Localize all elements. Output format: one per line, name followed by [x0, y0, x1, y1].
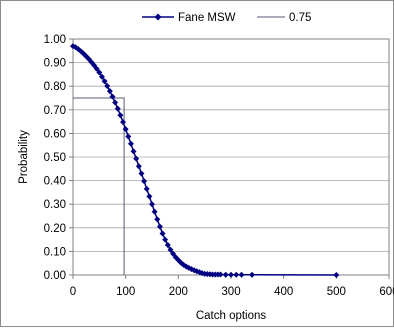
x-axis-title: Catch options	[196, 310, 267, 322]
legend-marker-fane-msw	[154, 13, 162, 21]
x-tick-label: 200	[169, 286, 188, 298]
x-tick-label: 600	[379, 286, 394, 298]
x-tick-label: 100	[116, 286, 135, 298]
data-point	[162, 236, 169, 243]
data-point	[117, 112, 124, 119]
data-point	[143, 185, 150, 192]
data-point	[109, 93, 116, 100]
data-point	[167, 246, 174, 253]
data-point	[120, 119, 127, 126]
data-point	[146, 193, 153, 200]
data-point	[151, 208, 158, 215]
y-tick-label: 0.10	[44, 246, 66, 258]
series-line-fane-msw	[72, 45, 337, 276]
x-tick-label: 400	[274, 286, 293, 298]
y-tick-label: 0.50	[44, 152, 66, 164]
x-tick-label: 300	[221, 286, 240, 298]
y-tick-label: 0.80	[44, 81, 66, 93]
legend: Fane MSW 0.75	[142, 12, 311, 24]
data-point	[249, 271, 256, 278]
gridlines	[69, 38, 390, 279]
legend-label-threshold: 0.75	[289, 12, 311, 24]
data-point	[96, 69, 103, 76]
y-tick-label: 0.70	[44, 105, 66, 117]
x-tick-labels: 0 100 200 300 400 500 600	[70, 286, 394, 298]
series-layer	[70, 43, 340, 278]
y-tick-label: 0.40	[44, 176, 66, 188]
data-point	[149, 201, 155, 208]
data-point	[141, 178, 148, 185]
data-point	[114, 105, 121, 112]
data-point	[122, 126, 129, 133]
data-point	[104, 82, 111, 89]
data-point	[112, 99, 119, 106]
y-tick-label: 1.00	[44, 34, 66, 46]
data-point	[170, 250, 177, 257]
data-point	[138, 170, 145, 177]
y-tick-label: 0.00	[44, 270, 66, 282]
data-point	[135, 163, 142, 170]
data-point	[133, 155, 140, 162]
legend-label-fane-msw: Fane MSW	[178, 12, 236, 24]
data-point	[125, 133, 132, 140]
data-point	[238, 271, 245, 278]
data-point	[154, 216, 161, 223]
data-point	[106, 88, 113, 95]
data-point	[333, 272, 340, 278]
data-point	[164, 242, 171, 249]
y-tick-label: 0.20	[44, 223, 66, 235]
y-axis-title: Probability	[18, 130, 30, 184]
y-tick-label: 0.30	[44, 199, 66, 211]
data-point	[93, 65, 100, 72]
x-tick-label: 0	[70, 286, 76, 298]
data-point	[233, 271, 240, 278]
data-point	[228, 271, 234, 278]
data-point	[217, 271, 224, 278]
data-point	[98, 73, 105, 80]
data-point	[91, 62, 98, 69]
data-point	[127, 140, 134, 147]
data-point	[101, 78, 108, 85]
y-tick-label: 0.90	[44, 58, 66, 70]
data-point	[222, 271, 229, 278]
y-tick-label: 0.60	[44, 128, 66, 140]
series-line-threshold	[73, 97, 125, 275]
y-tick-labels: 0.00 0.10 0.20 0.30 0.40 0.50 0.60 0.70 0.80 0.90…	[44, 34, 66, 282]
x-tick-label: 500	[327, 286, 346, 298]
data-point	[156, 223, 163, 230]
data-point	[159, 230, 166, 237]
data-point	[130, 148, 137, 155]
